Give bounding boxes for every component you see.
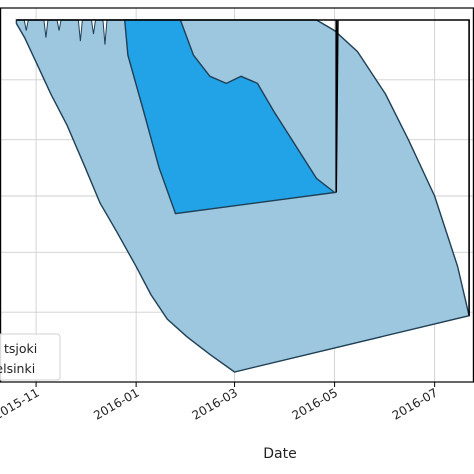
x-ticks: 2015-11 2016-01 2016-03 2016-05 2016-07 [0,382,440,423]
series-line-utsjoki [16,19,470,316]
x-tick-label-2: 2016-03 [190,385,240,422]
series-area-sodankyla [123,19,337,215]
plot-frame [0,7,474,383]
step-lines [16,19,470,316]
x-tick-label-0: 2015-11 [0,385,42,422]
x-tick-label-1: 2016-01 [91,385,141,422]
x-tick-label-3: 2016-05 [290,385,340,422]
areas [15,19,470,373]
legend: tsjoki Helsinki [0,333,61,381]
x-tick-label-4: 2016-07 [390,385,440,422]
legend-entry-utsjoki: tsjoki [4,341,37,356]
x-axis-title: Date [263,446,296,462]
legend-box [0,333,61,381]
legend-entry-helsinki: Helsinki [0,361,35,376]
